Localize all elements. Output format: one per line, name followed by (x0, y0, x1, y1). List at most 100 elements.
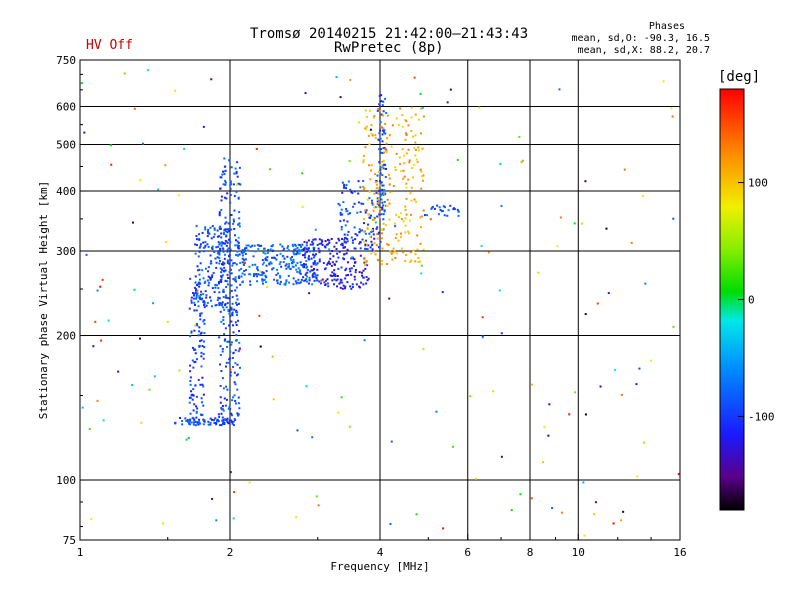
noise-point (308, 292, 311, 295)
data-point (219, 401, 222, 404)
x-tick-label: 1 (77, 546, 84, 559)
data-point (229, 187, 232, 190)
noise-point (202, 125, 205, 128)
noise-point (548, 403, 551, 406)
data-point (311, 283, 314, 286)
data-point (299, 250, 302, 253)
data-point (403, 175, 406, 178)
data-point (195, 309, 198, 312)
data-point (230, 320, 233, 323)
data-point (379, 240, 382, 243)
data-point (229, 314, 232, 317)
data-point (382, 127, 385, 130)
data-point (261, 274, 264, 277)
data-point (237, 197, 240, 200)
data-point (380, 213, 383, 216)
data-point (388, 183, 391, 186)
data-point (365, 115, 368, 118)
data-point (204, 290, 207, 293)
data-point (341, 237, 344, 240)
data-point (353, 247, 356, 250)
data-point (321, 240, 324, 243)
data-point (224, 294, 227, 297)
data-point (228, 159, 231, 162)
data-point (375, 183, 378, 186)
data-point (362, 154, 365, 157)
data-point (411, 167, 414, 170)
noise-point (582, 481, 585, 484)
data-point (419, 260, 422, 263)
data-point (226, 241, 229, 244)
data-point (301, 264, 304, 267)
data-point (199, 340, 202, 343)
data-point (302, 279, 305, 282)
data-point (410, 199, 413, 202)
data-point (344, 277, 347, 280)
data-point (237, 402, 240, 405)
data-point (382, 228, 385, 231)
data-point (440, 210, 443, 213)
data-point (405, 133, 408, 136)
data-point (358, 285, 361, 288)
noise-point (348, 160, 351, 163)
data-point (237, 254, 240, 257)
data-point (364, 261, 367, 264)
noise-point (96, 289, 99, 292)
data-point (237, 396, 240, 399)
y-axis-label: Stationary phase Virtual Height [km] (37, 181, 50, 419)
data-point (202, 385, 205, 388)
data-point (443, 214, 446, 217)
noise-point (304, 92, 307, 95)
data-point (210, 418, 213, 421)
data-point (202, 353, 205, 356)
y-tick-label: 750 (56, 54, 76, 67)
data-point (237, 413, 240, 416)
data-point (213, 250, 216, 253)
noise-point (152, 302, 155, 305)
data-point (214, 257, 217, 260)
data-point (233, 394, 236, 397)
data-point (355, 283, 358, 286)
data-point (383, 129, 386, 132)
noise-point (177, 194, 180, 197)
noise-point (498, 289, 501, 292)
data-point (219, 353, 222, 356)
data-point (404, 138, 407, 141)
data-point (358, 228, 361, 231)
data-point (261, 259, 264, 262)
data-point (417, 146, 420, 149)
data-point (214, 283, 217, 286)
data-point (228, 312, 231, 315)
noise-point (573, 222, 576, 225)
data-point (414, 154, 417, 157)
noise-point (620, 393, 623, 396)
data-point (216, 419, 219, 422)
data-point (189, 396, 192, 399)
data-point (217, 287, 220, 290)
data-point (227, 340, 230, 343)
data-point (343, 240, 346, 243)
data-point (230, 308, 233, 311)
data-point (234, 321, 237, 324)
data-point (318, 249, 321, 252)
data-point (382, 204, 385, 207)
data-point (378, 105, 381, 108)
data-point (229, 374, 232, 377)
noise-point (272, 398, 275, 401)
data-point (249, 280, 252, 283)
data-point (357, 180, 360, 183)
data-point (217, 420, 220, 423)
data-point (221, 274, 224, 277)
data-point (294, 264, 297, 267)
data-point (285, 263, 288, 266)
data-point (228, 324, 231, 327)
data-point (319, 282, 322, 285)
data-point (343, 246, 346, 249)
y-tick-label: 500 (56, 139, 76, 152)
data-point (262, 272, 265, 275)
data-point (352, 205, 355, 208)
data-point (382, 100, 385, 103)
data-point (233, 262, 236, 265)
data-point (285, 279, 288, 282)
data-point (400, 170, 403, 173)
